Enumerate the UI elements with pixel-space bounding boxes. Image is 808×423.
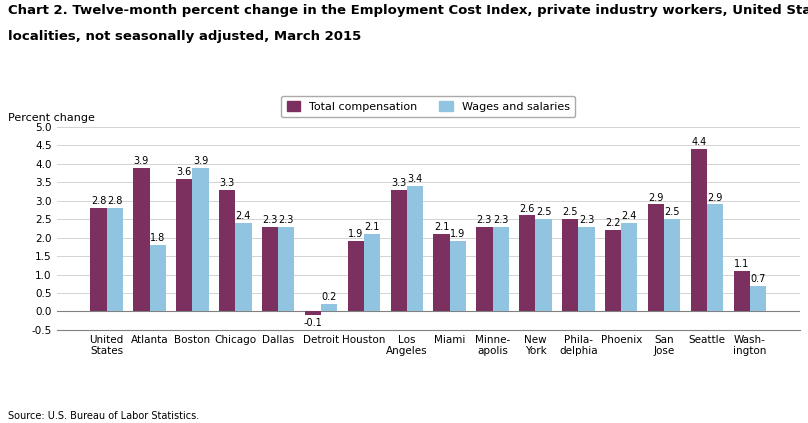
Text: localities, not seasonally adjusted, March 2015: localities, not seasonally adjusted, Mar… <box>8 30 361 43</box>
Bar <box>406 186 423 311</box>
Bar <box>305 311 321 315</box>
Bar <box>750 286 766 311</box>
Text: 0.7: 0.7 <box>751 274 766 284</box>
Text: 2.3: 2.3 <box>477 215 492 225</box>
Text: 2.5: 2.5 <box>664 207 680 217</box>
Text: 2.9: 2.9 <box>648 192 663 203</box>
Text: 2.3: 2.3 <box>263 215 278 225</box>
Text: 1.9: 1.9 <box>348 230 364 239</box>
Text: 2.6: 2.6 <box>520 203 535 214</box>
Bar <box>107 208 123 311</box>
Text: 3.6: 3.6 <box>177 167 191 177</box>
Text: 1.9: 1.9 <box>450 230 465 239</box>
Bar <box>579 227 595 311</box>
Bar <box>520 215 536 311</box>
Text: -0.1: -0.1 <box>304 318 322 328</box>
Text: Percent change: Percent change <box>8 113 95 123</box>
Text: 3.9: 3.9 <box>193 156 208 166</box>
Text: 2.3: 2.3 <box>493 215 508 225</box>
Text: 3.9: 3.9 <box>134 156 149 166</box>
Text: 4.4: 4.4 <box>691 137 706 147</box>
Bar <box>493 227 509 311</box>
Text: Source: U.S. Bureau of Labor Statistics.: Source: U.S. Bureau of Labor Statistics. <box>8 411 200 421</box>
Bar <box>192 168 208 311</box>
Text: 3.4: 3.4 <box>407 174 423 184</box>
Bar <box>390 190 406 311</box>
Bar <box>536 219 552 311</box>
Text: 2.1: 2.1 <box>434 222 449 232</box>
Text: 1.1: 1.1 <box>734 259 749 269</box>
Text: 2.3: 2.3 <box>579 215 594 225</box>
Text: 0.2: 0.2 <box>322 292 337 302</box>
Bar <box>219 190 235 311</box>
Bar <box>707 204 723 311</box>
Bar <box>691 149 707 311</box>
Bar <box>176 179 192 311</box>
Text: 2.3: 2.3 <box>279 215 294 225</box>
Text: 2.9: 2.9 <box>708 192 723 203</box>
Legend: Total compensation, Wages and salaries: Total compensation, Wages and salaries <box>281 96 575 118</box>
Text: 2.8: 2.8 <box>90 196 106 206</box>
Text: 3.3: 3.3 <box>220 178 235 188</box>
Text: 2.5: 2.5 <box>562 207 578 217</box>
Text: 1.8: 1.8 <box>150 233 166 243</box>
Bar <box>734 271 750 311</box>
Text: 2.4: 2.4 <box>621 211 637 221</box>
Bar <box>90 208 107 311</box>
Bar <box>235 223 251 311</box>
Text: 3.3: 3.3 <box>391 178 406 188</box>
Bar <box>321 304 337 311</box>
Bar <box>605 230 621 311</box>
Bar <box>262 227 278 311</box>
Bar <box>648 204 664 311</box>
Bar <box>278 227 294 311</box>
Bar <box>364 234 381 311</box>
Text: 2.4: 2.4 <box>236 211 251 221</box>
Text: Chart 2. Twelve-month percent change in the Employment Cost Index, private indus: Chart 2. Twelve-month percent change in … <box>8 4 808 17</box>
Text: 2.1: 2.1 <box>364 222 380 232</box>
Bar <box>664 219 680 311</box>
Bar <box>433 234 450 311</box>
Text: 2.2: 2.2 <box>605 218 621 228</box>
Bar <box>450 242 466 311</box>
Bar <box>133 168 149 311</box>
Bar <box>149 245 166 311</box>
Bar <box>562 219 579 311</box>
Text: 2.8: 2.8 <box>107 196 123 206</box>
Bar <box>476 227 493 311</box>
Bar <box>621 223 638 311</box>
Text: 2.5: 2.5 <box>536 207 551 217</box>
Bar <box>347 242 364 311</box>
